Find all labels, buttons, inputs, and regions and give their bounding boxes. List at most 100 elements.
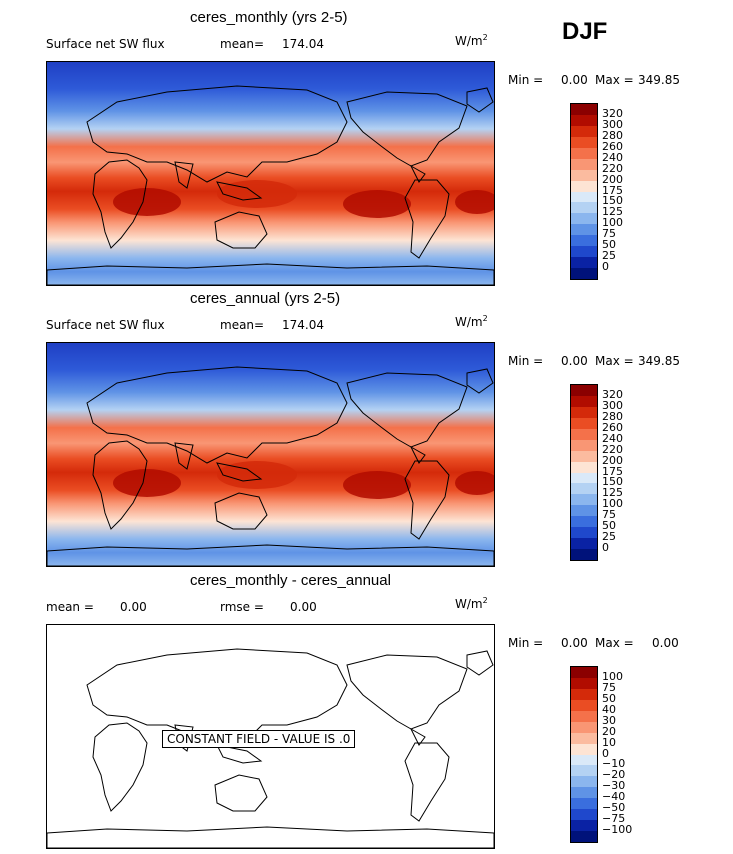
variable-name: Surface net SW flux [46, 318, 165, 332]
flux-maximum [343, 471, 411, 499]
colorbar-tick-label: 40 [602, 702, 616, 716]
colorbar-tick-label: 300 [602, 117, 623, 131]
variable-name: Surface net SW flux [46, 37, 165, 51]
coastline [47, 544, 494, 566]
flux-maximum [217, 461, 297, 489]
colorbar-swatch [571, 136, 597, 148]
units-base: W/m [455, 597, 483, 611]
colorbar-tick-label: 0 [602, 746, 609, 760]
world-map [46, 61, 495, 286]
colorbar-swatch [571, 428, 597, 440]
flux-maximum [113, 188, 181, 216]
units-base: W/m [455, 34, 483, 48]
coastline [409, 727, 426, 746]
colorbar-tick-label: −100 [602, 823, 633, 837]
coastline [214, 492, 268, 530]
flux-field [47, 343, 494, 566]
stat1-value: 174.04 [282, 37, 324, 51]
colorbar-tick-label: 75 [602, 508, 616, 522]
coastline [409, 445, 426, 464]
colorbar-tick-label: −30 [602, 779, 626, 793]
panel-title: ceres_monthly (yrs 2-5) [190, 9, 348, 26]
colorbar-swatch [571, 213, 597, 225]
coastline [47, 263, 494, 285]
flux-maximum [455, 190, 494, 214]
colorbar-swatch [571, 385, 597, 396]
colorbar-swatch [571, 527, 597, 539]
min-value: 0.00 [561, 73, 588, 87]
colorbar-swatch [571, 516, 597, 528]
colorbar-swatch [571, 125, 597, 137]
colorbar-tick-label: 150 [602, 194, 623, 208]
colorbar-tick-label: 100 [602, 497, 623, 511]
flux-maximum [343, 190, 411, 218]
colorbar-tick-label: 280 [602, 409, 623, 423]
colorbar-tick-label: 125 [602, 486, 623, 500]
colorbar-swatch [571, 710, 597, 722]
colorbar-tick-label: 175 [602, 464, 623, 478]
colorbar-tick-label: 125 [602, 205, 623, 219]
colorbar-tick-label: 100 [602, 216, 623, 230]
min-label: Min = [508, 354, 544, 368]
colorbar-tick-label: −40 [602, 790, 626, 804]
stat1-label: mean= [220, 318, 265, 332]
stat1-value: 174.04 [282, 318, 324, 332]
coastline [404, 460, 450, 540]
colorbar-swatch [571, 395, 597, 407]
colorbar-swatch [571, 798, 597, 810]
flux-field [47, 62, 494, 285]
coastline [466, 368, 494, 394]
panel-title: ceres_monthly - ceres_annual [190, 572, 391, 589]
colorbar-tick-label: 280 [602, 128, 623, 142]
colorbar-tick-label: 260 [602, 139, 623, 153]
coastline [216, 462, 263, 482]
colorbar-swatch [571, 688, 597, 700]
max-value: 0.00 [652, 636, 679, 650]
coastline [346, 91, 468, 167]
colorbar-swatch [571, 831, 597, 842]
colorbar-tick-label: 200 [602, 453, 623, 467]
colorbar-tick-label: 0 [602, 541, 609, 555]
colorbar-swatch [571, 202, 597, 214]
coastline [86, 648, 348, 746]
colorbar-swatch [571, 505, 597, 517]
units-base: W/m [455, 315, 483, 329]
coastline [92, 440, 148, 530]
units-exponent: 2 [482, 314, 488, 323]
colorbar-tick-label: 75 [602, 680, 616, 694]
colorbar-tick-label: 50 [602, 691, 616, 705]
max-label: Max = [595, 636, 634, 650]
coastline [466, 650, 494, 676]
colorbar-tick-label: 200 [602, 172, 623, 186]
flux-maximum [217, 180, 297, 208]
colorbar-swatch [571, 776, 597, 788]
colorbar-tick-label: 25 [602, 249, 616, 263]
min-value: 0.00 [561, 636, 588, 650]
colorbar-swatch [571, 191, 597, 203]
colorbar-swatch [571, 417, 597, 429]
colorbar-swatch [571, 494, 597, 506]
max-label: Max = [595, 354, 634, 368]
colorbar-swatch [571, 667, 597, 678]
colorbar-swatch [571, 549, 597, 560]
coastline [409, 164, 426, 183]
colorbar-tick-label: −75 [602, 812, 626, 826]
units-label: W/m2 [455, 596, 488, 611]
coastline [346, 372, 468, 448]
colorbar-swatch [571, 699, 597, 711]
colorbar [570, 103, 598, 280]
colorbar-swatch [571, 114, 597, 126]
coastline [216, 744, 263, 764]
units-exponent: 2 [482, 33, 488, 42]
colorbar-tick-label: −50 [602, 801, 626, 815]
colorbar [570, 666, 598, 843]
season-label: DJF [562, 18, 608, 45]
colorbar-tick-label: 300 [602, 398, 623, 412]
stat1-value: 0.00 [120, 600, 147, 614]
colorbar-swatch [571, 147, 597, 159]
colorbar-tick-label: 260 [602, 420, 623, 434]
colorbar-tick-label: 25 [602, 530, 616, 544]
colorbar-tick-label: 240 [602, 431, 623, 445]
colorbar-swatch [571, 461, 597, 473]
stat1-label: mean = [46, 600, 94, 614]
